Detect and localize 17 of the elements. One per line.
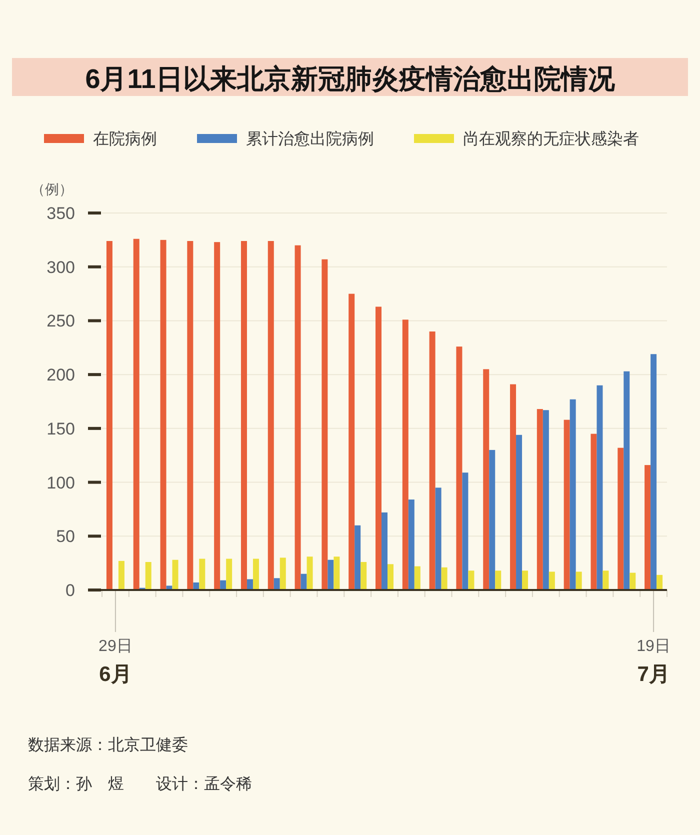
y-tick-label: 250 bbox=[46, 312, 75, 331]
y-tick-label: 200 bbox=[46, 366, 75, 385]
chart-title: 6月11日以来北京新冠肺炎疫情治愈出院情况 bbox=[85, 64, 616, 94]
y-tick-label: 350 bbox=[46, 204, 75, 223]
y-tick-label: 0 bbox=[66, 581, 75, 600]
legend-label: 尚在观察的无症状感染者 bbox=[463, 130, 639, 148]
x-tick-label: 19日 7月 bbox=[636, 638, 670, 686]
legend-label: 累计治愈出院病例 bbox=[246, 130, 374, 148]
x-tick-label: 29日 6月 bbox=[98, 638, 132, 686]
legend-label: 在院病例 bbox=[93, 130, 157, 148]
source-note: 数据来源：北京卫健委 bbox=[28, 736, 188, 754]
y-tick-label: 300 bbox=[46, 258, 75, 277]
y-axis-title: （例） bbox=[31, 181, 73, 197]
text: 策划：孙 煜 设计：孟令稀 bbox=[28, 775, 252, 793]
y-tick-label: 50 bbox=[56, 527, 75, 546]
y-tick-label: 100 bbox=[46, 473, 75, 492]
y-tick-label: 150 bbox=[46, 419, 75, 438]
